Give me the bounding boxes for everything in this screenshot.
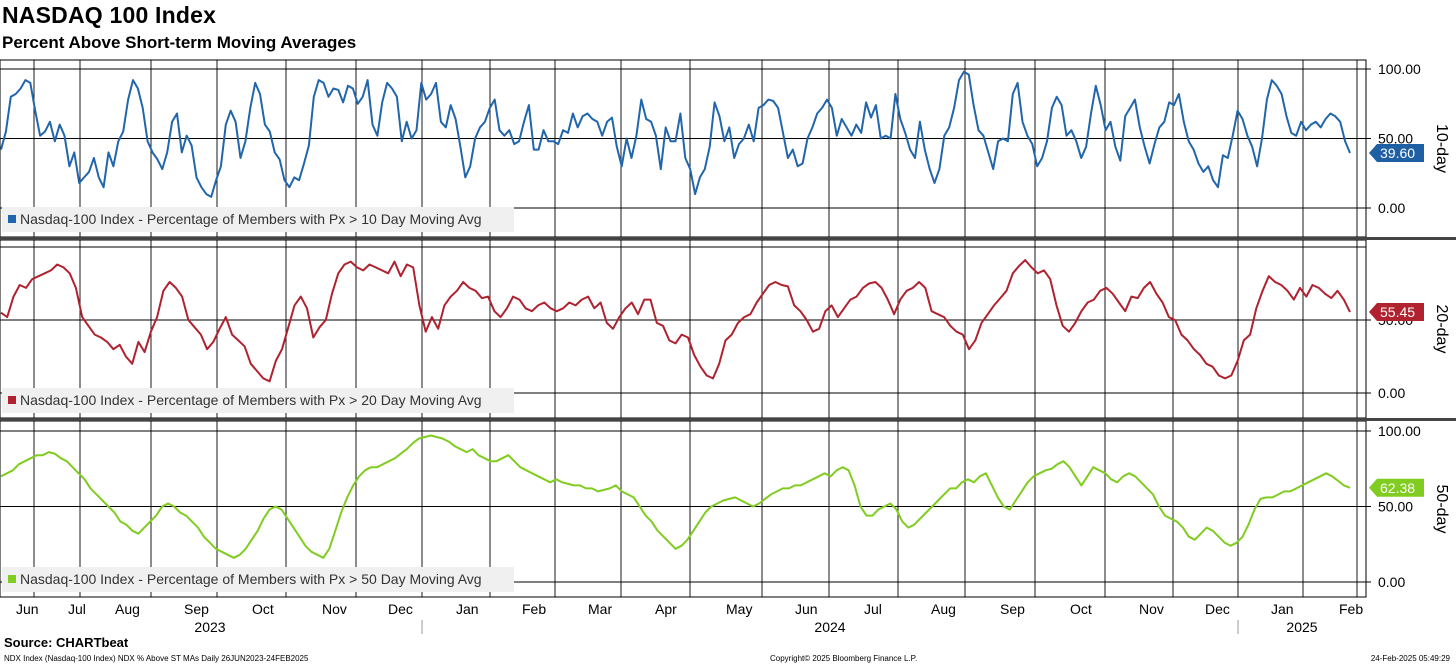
y-tick-label: 100.00	[1378, 423, 1421, 439]
legend-box	[2, 567, 514, 592]
x-month-label: Jul	[68, 601, 86, 617]
x-month-label: Jun	[795, 601, 818, 617]
panel-50-day: 100.00 50.00 0.00 62.38 50-day Nasdaq-100 Ind…	[0, 420, 1450, 598]
x-month-label: Nov	[322, 601, 347, 617]
y-tick-label: 50.00	[1378, 499, 1413, 515]
footer-timestamp: 24-Feb-2025 05:49:29	[1370, 654, 1450, 663]
chart-subtitle: Percent Above Short-term Moving Averages	[2, 33, 357, 52]
x-month-label: Jan	[456, 601, 479, 617]
x-month-label: Jan	[1271, 601, 1294, 617]
legend-box	[2, 207, 514, 232]
panel-10-day: 100.00 50.00 0.00 39.60 10-day Nasdaq-100 Ind…	[0, 59, 1450, 238]
x-year-label: 2025	[1286, 619, 1317, 635]
legend-swatch	[8, 575, 16, 583]
legend-label: Nasdaq-100 Index - Percentage of Members…	[20, 571, 482, 587]
axis-title-10-day: 10-day	[1433, 124, 1450, 173]
x-month-label: May	[726, 601, 752, 617]
source-label: Source: CHARTbeat	[4, 635, 129, 650]
panel-separator	[0, 237, 1456, 240]
legend-box	[2, 388, 514, 413]
y-tick-label: 0.00	[1378, 200, 1405, 216]
x-month-label: Jul	[864, 601, 882, 617]
last-value-label: 62.38	[1380, 480, 1415, 496]
panel-separator	[0, 418, 1456, 421]
chart-title: NASDAQ 100 Index	[2, 2, 217, 28]
series-line-50-day	[0, 434, 1351, 559]
y-tick-label: 50.00	[1378, 131, 1413, 147]
last-value-badge	[1369, 478, 1424, 497]
last-value-badge	[1369, 303, 1424, 322]
legend-swatch	[8, 215, 16, 223]
axis-title-20-day: 20-day	[1433, 305, 1450, 354]
last-value-badge	[1369, 143, 1424, 162]
x-month-label: Sep	[184, 601, 209, 617]
x-month-label: Mar	[588, 601, 612, 617]
x-month-label: Apr	[655, 601, 677, 617]
x-year-label: 2023	[194, 619, 225, 635]
legend-label: Nasdaq-100 Index - Percentage of Members…	[20, 392, 482, 408]
x-month-label: Aug	[931, 601, 956, 617]
last-value-label: 39.60	[1380, 145, 1415, 161]
y-tick-label: 0.00	[1378, 385, 1405, 401]
y-tick-label: 100.00	[1378, 61, 1421, 77]
x-month-label: Aug	[115, 601, 140, 617]
last-value-label: 55.45	[1380, 304, 1415, 320]
x-month-label: Jun	[16, 601, 39, 617]
legend-swatch	[8, 396, 16, 404]
x-month-label: Sep	[1000, 601, 1025, 617]
x-year-label: 2024	[814, 619, 845, 635]
legend-label: Nasdaq-100 Index - Percentage of Members…	[20, 211, 482, 227]
series-line-20-day	[0, 259, 1351, 383]
footer-copyright: Copyright© 2025 Bloomberg Finance L.P.	[770, 654, 918, 663]
x-month-label: Oct	[1070, 601, 1092, 617]
x-month-label: Oct	[252, 601, 274, 617]
x-month-label: Dec	[388, 601, 413, 617]
x-month-label: Feb	[1339, 601, 1363, 617]
x-month-label: Dec	[1205, 601, 1230, 617]
footer-description: NDX Index (Nasdaq-100 Index) NDX % Above…	[4, 654, 309, 663]
x-month-label: Feb	[522, 601, 546, 617]
series-line-10-day	[0, 70, 1351, 198]
axis-title-50-day: 50-day	[1433, 485, 1450, 534]
y-tick-label: 0.00	[1378, 574, 1405, 590]
x-month-label: Nov	[1139, 601, 1164, 617]
